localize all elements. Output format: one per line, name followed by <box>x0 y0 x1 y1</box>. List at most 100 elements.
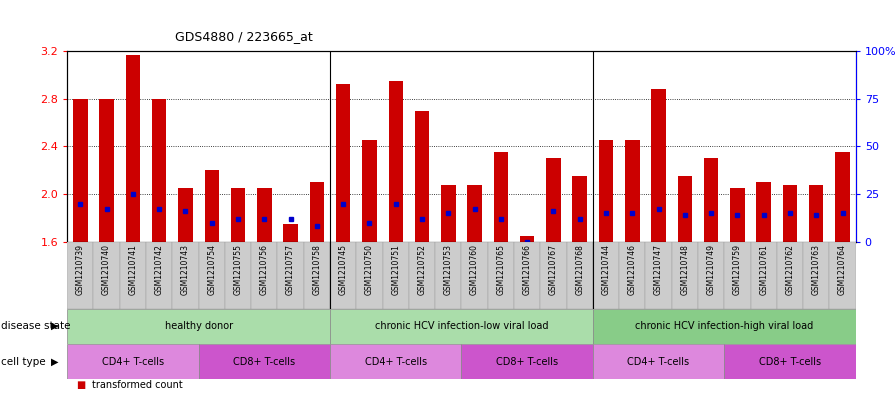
Bar <box>99 99 114 242</box>
Bar <box>593 344 724 379</box>
Text: GSM1210746: GSM1210746 <box>628 244 637 295</box>
Bar <box>540 242 566 309</box>
Bar <box>520 236 534 242</box>
Text: GSM1210767: GSM1210767 <box>549 244 558 295</box>
Text: CD8+ T-cells: CD8+ T-cells <box>233 356 296 367</box>
Bar <box>830 242 856 309</box>
Bar <box>619 242 645 309</box>
Bar <box>336 84 350 242</box>
Text: GSM1210754: GSM1210754 <box>207 244 216 295</box>
Text: GSM1210742: GSM1210742 <box>155 244 164 295</box>
Bar <box>566 242 593 309</box>
Bar <box>724 242 751 309</box>
Bar <box>593 309 856 344</box>
Text: GSM1210766: GSM1210766 <box>522 244 531 295</box>
Bar <box>835 152 849 242</box>
Bar <box>93 242 120 309</box>
Bar <box>468 184 482 242</box>
Bar <box>494 152 508 242</box>
Bar <box>304 242 330 309</box>
Text: CD4+ T-cells: CD4+ T-cells <box>627 356 690 367</box>
Text: GSM1210752: GSM1210752 <box>418 244 426 295</box>
Text: GSM1210764: GSM1210764 <box>838 244 847 295</box>
Bar <box>146 242 172 309</box>
Text: GSM1210739: GSM1210739 <box>76 244 85 295</box>
Text: GSM1210756: GSM1210756 <box>260 244 269 295</box>
Bar <box>547 158 561 242</box>
Bar <box>389 81 403 242</box>
Bar <box>704 158 719 242</box>
Bar <box>409 242 435 309</box>
Text: GSM1210744: GSM1210744 <box>601 244 610 295</box>
Bar <box>415 111 429 242</box>
Bar <box>178 188 193 242</box>
Bar <box>383 242 409 309</box>
Bar <box>73 99 88 242</box>
Text: GSM1210741: GSM1210741 <box>128 244 137 295</box>
Bar <box>461 242 487 309</box>
Bar <box>645 242 672 309</box>
Bar <box>593 242 619 309</box>
Text: chronic HCV infection-low viral load: chronic HCV infection-low viral load <box>375 321 548 331</box>
Bar <box>672 242 698 309</box>
Text: GSM1210745: GSM1210745 <box>339 244 348 295</box>
Bar <box>461 344 593 379</box>
Bar <box>330 344 461 379</box>
Bar <box>204 170 219 242</box>
Bar <box>125 55 140 242</box>
Text: ▶: ▶ <box>51 321 58 331</box>
Text: CD8+ T-cells: CD8+ T-cells <box>496 356 558 367</box>
Text: cell type: cell type <box>1 356 46 367</box>
Text: CD8+ T-cells: CD8+ T-cells <box>759 356 821 367</box>
Bar <box>357 242 383 309</box>
Text: GSM1210740: GSM1210740 <box>102 244 111 295</box>
Text: GSM1210750: GSM1210750 <box>365 244 374 295</box>
Bar <box>756 182 771 242</box>
Bar <box>803 242 830 309</box>
Bar <box>120 242 146 309</box>
Bar <box>435 242 461 309</box>
Bar <box>278 242 304 309</box>
Bar <box>67 309 330 344</box>
Bar <box>362 140 376 242</box>
Bar <box>283 224 297 242</box>
Text: GSM1210759: GSM1210759 <box>733 244 742 295</box>
Text: disease state: disease state <box>1 321 71 331</box>
Bar <box>751 242 777 309</box>
Bar <box>441 184 455 242</box>
Bar <box>251 242 278 309</box>
Bar <box>730 188 745 242</box>
Bar <box>231 188 246 242</box>
Text: healthy donor: healthy donor <box>165 321 233 331</box>
Text: CD4+ T-cells: CD4+ T-cells <box>102 356 164 367</box>
Bar <box>809 184 823 242</box>
Bar <box>677 176 692 242</box>
Bar <box>199 344 330 379</box>
Bar <box>651 89 666 242</box>
Text: GSM1210755: GSM1210755 <box>234 244 243 295</box>
Bar <box>199 242 225 309</box>
Text: GSM1210757: GSM1210757 <box>286 244 295 295</box>
Text: GSM1210751: GSM1210751 <box>392 244 401 295</box>
Text: transformed count: transformed count <box>92 380 183 390</box>
Bar <box>724 344 856 379</box>
Bar <box>67 344 199 379</box>
Text: GSM1210763: GSM1210763 <box>812 244 821 295</box>
Bar <box>783 184 797 242</box>
Bar <box>257 188 271 242</box>
Bar <box>698 242 724 309</box>
Text: GSM1210762: GSM1210762 <box>786 244 795 295</box>
Bar <box>599 140 613 242</box>
Text: GSM1210758: GSM1210758 <box>313 244 322 295</box>
Text: ■: ■ <box>76 380 85 390</box>
Text: CD4+ T-cells: CD4+ T-cells <box>365 356 426 367</box>
Bar <box>625 140 640 242</box>
Text: GSM1210753: GSM1210753 <box>444 244 452 295</box>
Text: GSM1210748: GSM1210748 <box>680 244 689 295</box>
Bar <box>67 242 93 309</box>
Text: GSM1210749: GSM1210749 <box>707 244 716 295</box>
Text: GSM1210765: GSM1210765 <box>496 244 505 295</box>
Bar <box>330 242 357 309</box>
Text: ▶: ▶ <box>51 356 58 367</box>
Bar <box>487 242 514 309</box>
